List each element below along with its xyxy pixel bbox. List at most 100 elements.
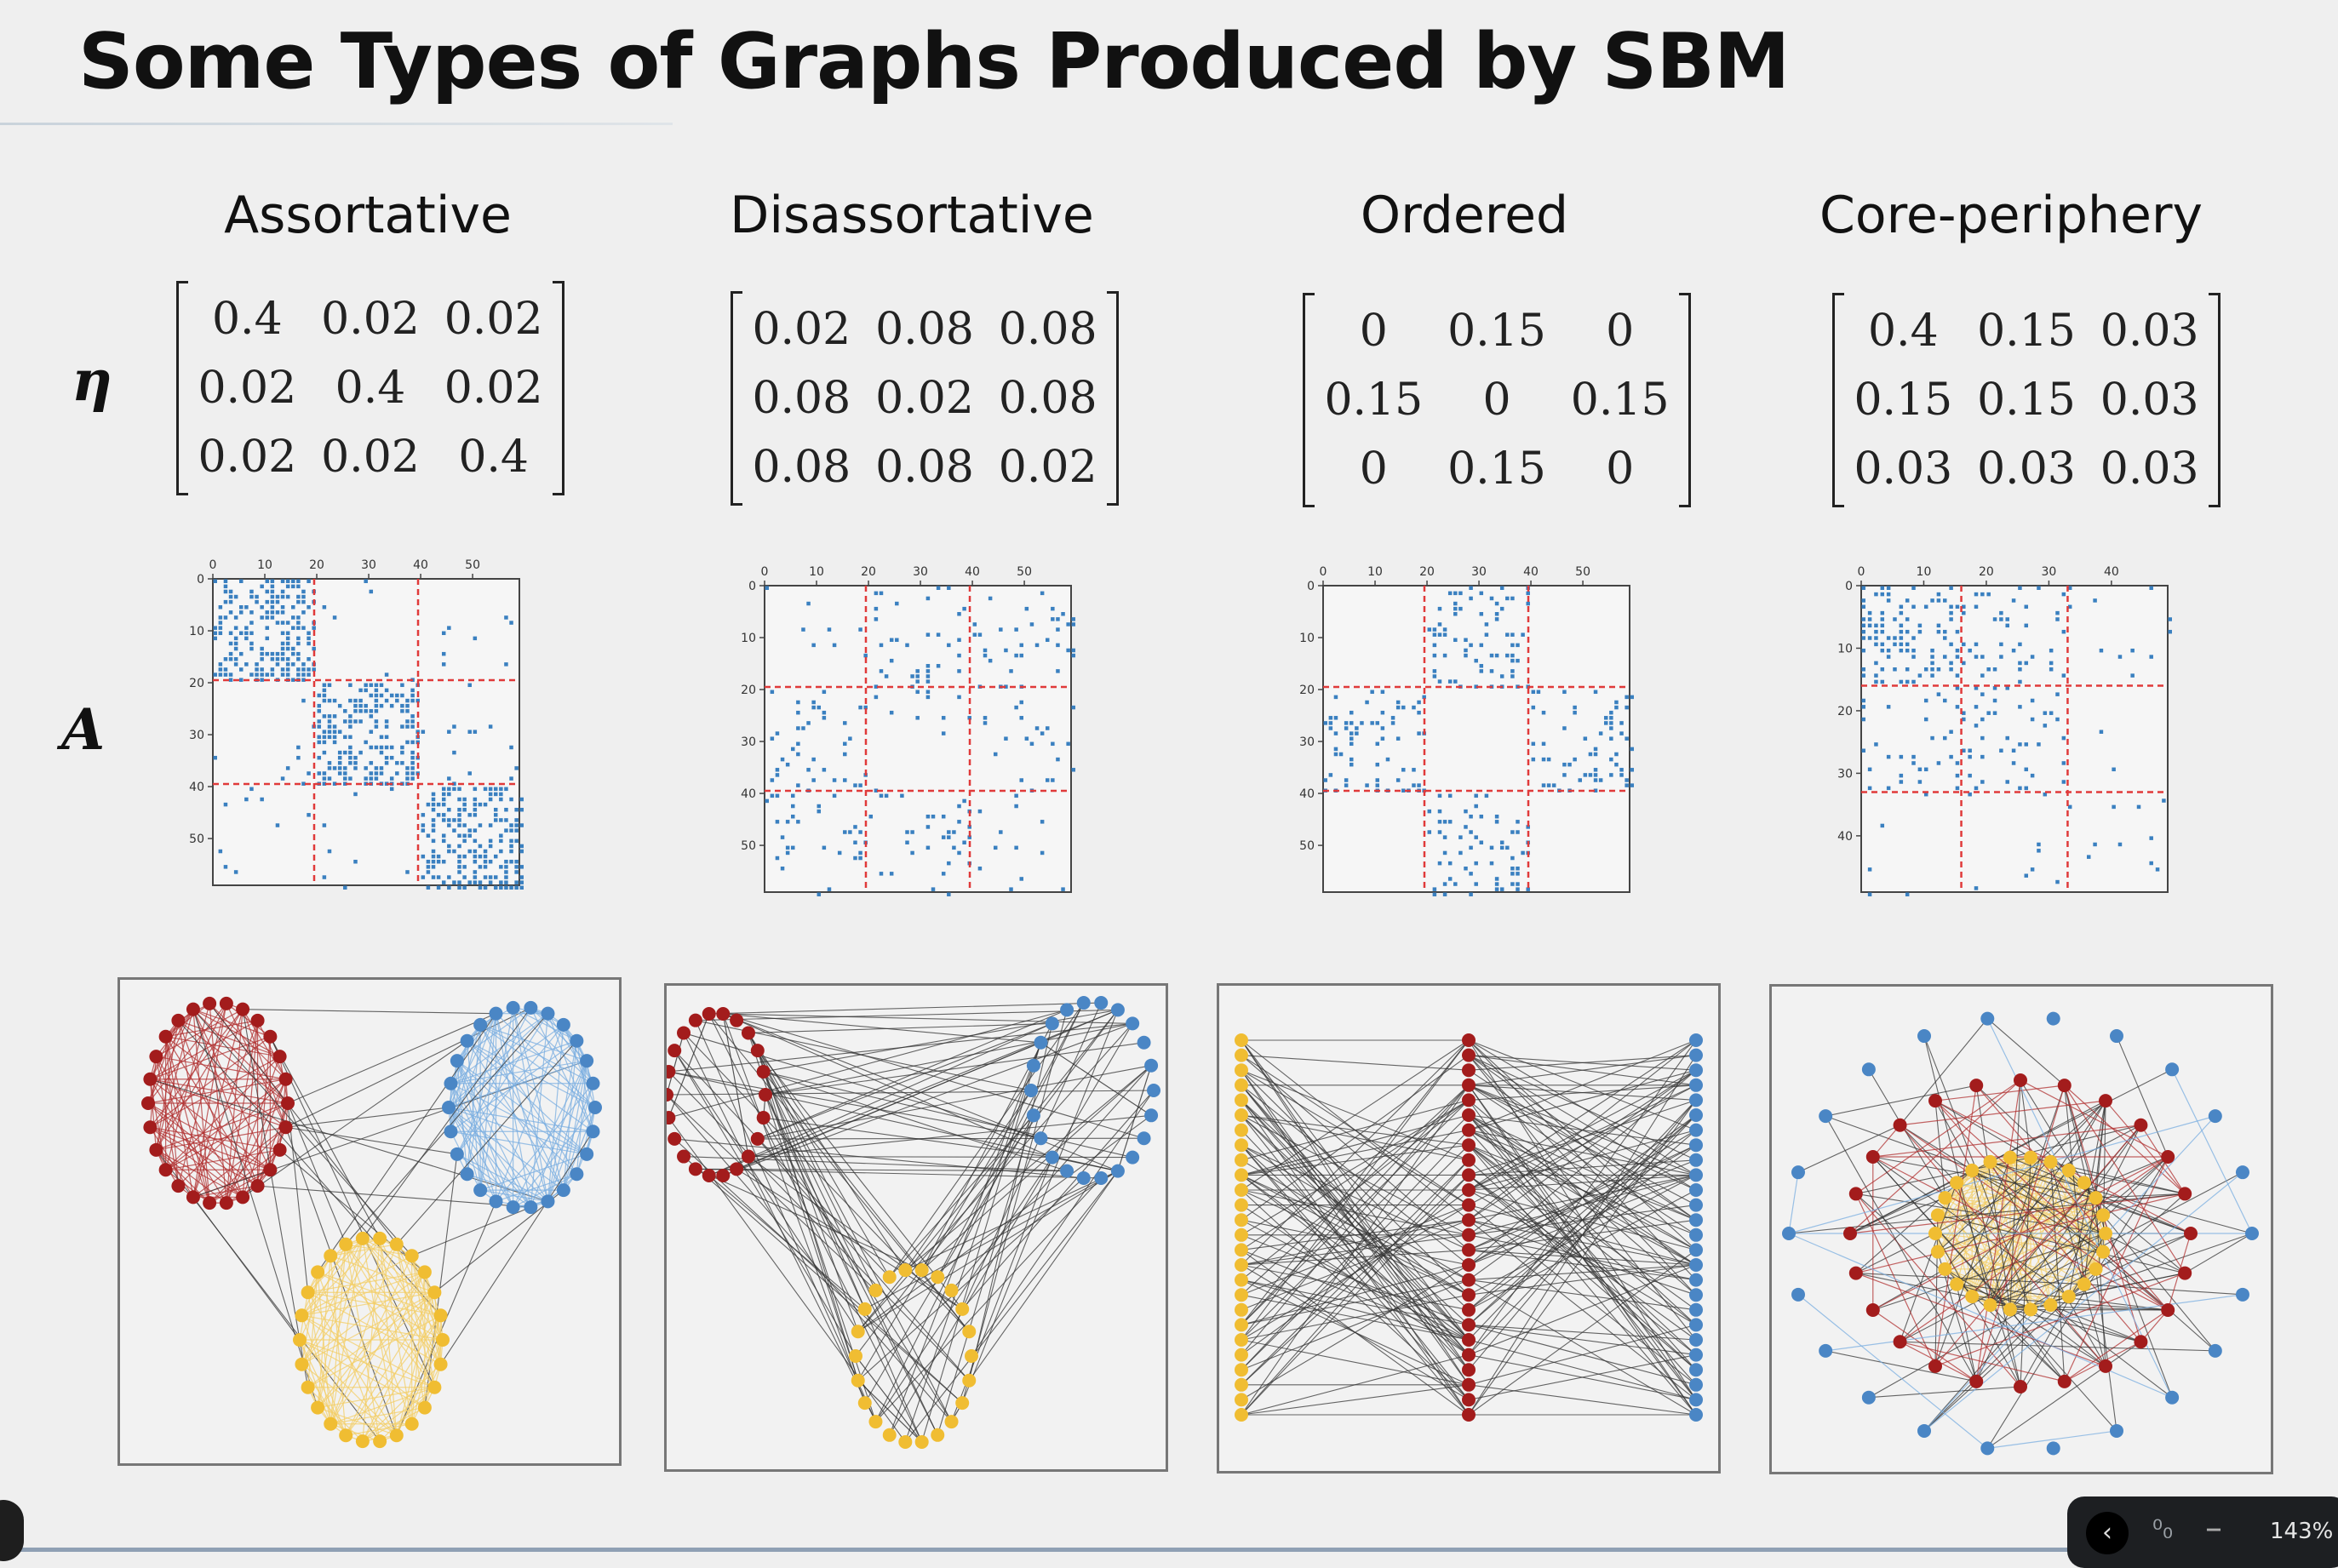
nonzero-entry	[447, 885, 451, 890]
node	[506, 1200, 520, 1215]
nonzero-entry	[1886, 786, 1891, 791]
node	[1235, 1273, 1248, 1287]
node	[741, 1149, 755, 1164]
nonzero-entry	[296, 599, 301, 604]
nonzero-entry	[2011, 648, 2016, 653]
nonzero-entry	[1949, 610, 1953, 615]
nonzero-entry	[2099, 730, 2104, 734]
edge	[345, 1314, 442, 1436]
node	[1689, 1288, 1703, 1302]
edge	[1923, 1284, 2085, 1432]
nonzero-entry	[1546, 757, 1551, 762]
nonzero-entry	[2049, 648, 2054, 653]
nonzero-entry	[1516, 643, 1520, 648]
edge	[1468, 1055, 1697, 1086]
edge	[2064, 1309, 2169, 1382]
node	[580, 1054, 594, 1068]
nonzero-entry	[218, 849, 223, 854]
nonzero-entry	[467, 683, 472, 688]
nonzero-entry	[473, 813, 478, 817]
nonzero-entry	[1930, 648, 1934, 653]
node	[2099, 1359, 2112, 1373]
nonzero-entry	[415, 740, 420, 745]
edge	[2171, 1069, 2253, 1234]
nonzero-entry	[1071, 622, 1075, 627]
nonzero-entry	[925, 679, 931, 684]
nonzero-entry	[1516, 866, 1520, 871]
minus-icon[interactable]: –	[2205, 1508, 2222, 1548]
edge	[2020, 1079, 2169, 1158]
matrix-cell: 0.02	[752, 303, 851, 355]
nonzero-entry	[421, 823, 426, 827]
nonzero-entry	[947, 830, 951, 834]
node	[1969, 1374, 1984, 1388]
nonzero-entry	[327, 698, 332, 703]
nonzero-entry	[504, 859, 508, 864]
nonzero-entry	[260, 651, 264, 656]
edge	[530, 1060, 587, 1208]
chevron-left-icon[interactable]: ‹	[2086, 1512, 2129, 1554]
nonzero-entry	[1494, 653, 1499, 658]
nonzero-entry	[2037, 586, 2041, 590]
edge	[722, 1013, 866, 1404]
zoom-level[interactable]: 143%	[2270, 1519, 2334, 1544]
nonzero-entry	[889, 872, 894, 876]
edge	[757, 1050, 963, 1310]
node	[1843, 1227, 1857, 1240]
edge	[1937, 1214, 2186, 1274]
nonzero-entry	[317, 771, 322, 775]
nonzero-entry	[780, 835, 785, 839]
nonzero-entry	[791, 814, 795, 819]
nonzero-entry	[327, 719, 332, 724]
nonzero-entry	[1867, 786, 1872, 791]
nonzero-entry	[457, 797, 461, 802]
y-tick-label: 10	[1299, 632, 1315, 645]
node	[1235, 1153, 1248, 1167]
node	[944, 1415, 959, 1429]
edge	[874, 1002, 1085, 1422]
nonzero-entry	[806, 721, 811, 725]
node	[2178, 1187, 2192, 1201]
node	[668, 1044, 682, 1058]
nonzero-entry	[280, 605, 285, 609]
nonzero-entry	[1943, 598, 1947, 603]
edge	[346, 1244, 412, 1256]
nonzero-entry	[473, 854, 478, 859]
viewer-corner-handle[interactable]	[0, 1500, 24, 1561]
nonzero-entry	[285, 631, 290, 636]
matrix-cell: 0.08	[875, 303, 974, 355]
node	[2245, 1227, 2259, 1240]
fit-page-icon[interactable]: ⁰₀	[2152, 1515, 2174, 1545]
node	[2043, 1154, 2058, 1169]
nonzero-entry	[296, 755, 301, 760]
node	[1462, 1033, 1476, 1047]
nonzero-entry	[874, 591, 879, 596]
nonzero-entry	[374, 709, 379, 713]
edge	[904, 1090, 1032, 1271]
edge	[479, 1024, 593, 1084]
adjacency-plot-assortative: 0 10 20 30 40 50 0 10 20 30 40 50	[179, 545, 545, 919]
nonzero-entry	[301, 672, 306, 677]
nonzero-entry	[1510, 643, 1515, 648]
nonzero-entry	[1056, 617, 1060, 621]
node	[868, 1415, 883, 1429]
nonzero-entry	[765, 586, 769, 590]
nonzero-entry	[879, 591, 884, 596]
x-tick-label: 30	[361, 558, 376, 572]
nonzero-entry	[296, 626, 301, 630]
nonzero-entry	[1867, 867, 1872, 872]
node	[2043, 1298, 2058, 1313]
nonzero-entry	[488, 880, 493, 884]
node	[1782, 1227, 1796, 1240]
node	[1462, 1243, 1476, 1257]
nonzero-entry	[1949, 642, 1953, 647]
edge	[1468, 1055, 1697, 1071]
nonzero-entry	[1056, 627, 1060, 632]
nonzero-entry	[1437, 606, 1442, 611]
nonzero-entry	[358, 750, 363, 755]
nonzero-entry	[1395, 700, 1401, 705]
nonzero-entry	[2030, 717, 2035, 722]
nonzero-entry	[858, 856, 862, 861]
nonzero-entry	[441, 813, 446, 817]
nonzero-entry	[405, 698, 410, 703]
